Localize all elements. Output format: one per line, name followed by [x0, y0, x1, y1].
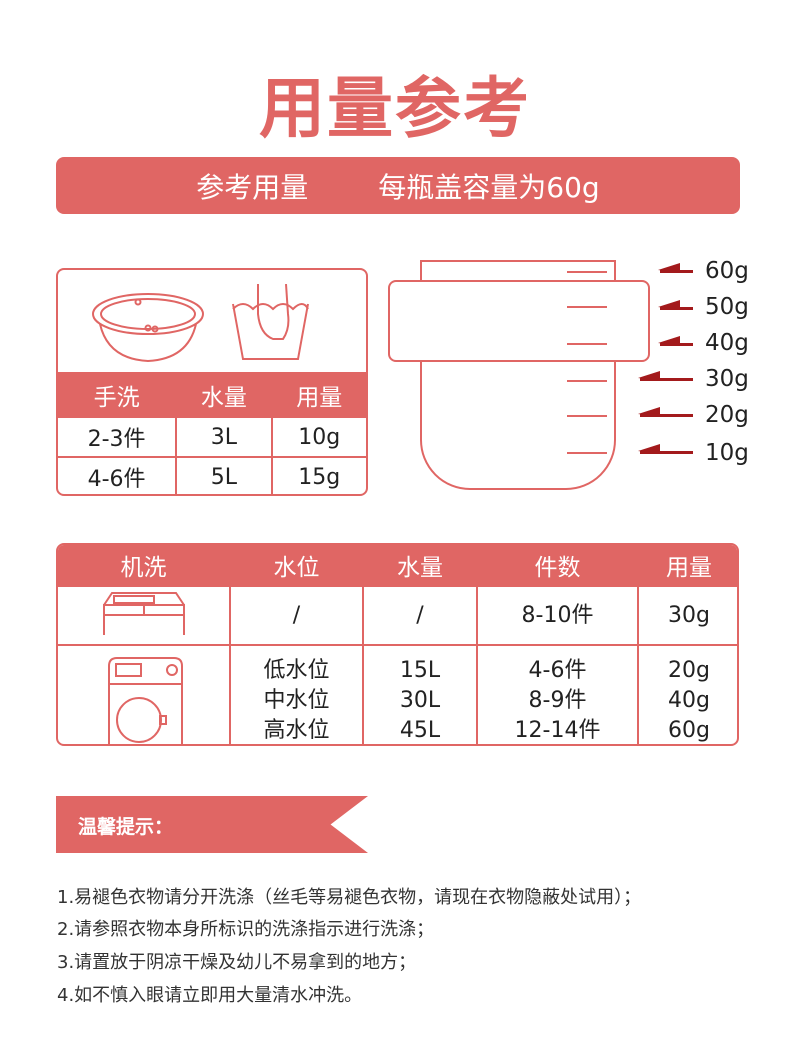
- cell: 低水位 中水位 高水位: [229, 644, 364, 744]
- cell: 4-6件 8-9件 12-14件: [476, 644, 639, 744]
- hand-wash-icon: [232, 284, 309, 360]
- mark-label: 30g: [705, 366, 749, 392]
- col-header: 件数: [476, 545, 639, 587]
- mark-label: 40g: [705, 330, 749, 356]
- cell: 15g: [270, 456, 366, 494]
- mark-label: 10g: [705, 440, 749, 466]
- cell: /: [229, 585, 364, 646]
- basin-icon: [92, 293, 204, 363]
- arrow-icon: [638, 371, 693, 381]
- cell: 3L: [175, 416, 273, 458]
- top-loader-cell: [58, 585, 231, 646]
- cup-lid-icon: [388, 280, 650, 362]
- hand-wash-table: 手洗 水量 用量 2-3件 3L 10g 4-6件 5L 15g: [56, 268, 368, 496]
- page-title: 用量参考: [259, 70, 531, 147]
- cell: 8-10件: [476, 585, 639, 646]
- cup-body-icon: [420, 260, 616, 490]
- cell: 10g: [270, 416, 366, 458]
- cell: 2-3件: [58, 416, 178, 458]
- tip-item: 4.如不慎入眼请立即用大量清水冲洗。: [57, 985, 363, 1006]
- mark-label: 50g: [705, 294, 749, 320]
- table-row: 2-3件 3L 10g: [58, 416, 366, 458]
- arrow-icon: [638, 407, 693, 417]
- arrow-icon: [658, 336, 693, 346]
- mark-label: 60g: [705, 258, 749, 284]
- col-header: 用量: [637, 545, 737, 587]
- banner-right: 每瓶盖容量为60g: [378, 170, 600, 204]
- cell: 5L: [175, 456, 273, 494]
- front-loader-cell: [58, 644, 231, 744]
- cell: 30g: [637, 585, 737, 646]
- tips-banner: 温馨提示：: [56, 796, 368, 853]
- col-header: 水位: [229, 545, 364, 587]
- front-load-washer-icon: [107, 657, 183, 744]
- cell: 15L 30L 45L: [362, 644, 478, 744]
- arrow-icon: [658, 263, 693, 273]
- col-header: 机洗: [58, 545, 231, 587]
- col-header: 水量: [175, 372, 273, 418]
- tip-item: 1.易褪色衣物请分开洗涤（丝毛等易褪色衣物，请现在衣物隐蔽处试用）；: [57, 887, 642, 908]
- arrow-icon: [658, 300, 693, 310]
- col-header: 水量: [362, 545, 478, 587]
- col-header: 手洗: [58, 372, 178, 418]
- banner-left: 参考用量: [196, 170, 309, 204]
- machine-wash-table: 机洗 水位 水量 件数 用量 / / 8-10件 30g 低水位 中水位 高水位 1…: [56, 543, 739, 746]
- tips-heading: 温馨提示：: [78, 816, 174, 838]
- table-header-row: 机洗 水位 水量 件数 用量: [58, 545, 737, 587]
- col-header: 用量: [270, 372, 366, 418]
- capacity-banner: 参考用量 每瓶盖容量为60g: [56, 157, 740, 214]
- tip-item: 2.请参照衣物本身所标识的洗涤指示进行洗涤；: [57, 919, 435, 940]
- table-row: 低水位 中水位 高水位 15L 30L 45L 4-6件 8-9件 12-14件 20g 40…: [58, 644, 737, 744]
- tip-item: 3.请置放于阴凉干燥及幼儿不易拿到的地方；: [57, 952, 417, 973]
- table-row: 4-6件 5L 15g: [58, 456, 366, 494]
- cell: /: [362, 585, 478, 646]
- cell: 4-6件: [58, 456, 178, 494]
- mark-label: 20g: [705, 402, 749, 428]
- arrow-icon: [638, 444, 693, 454]
- table-row: / / 8-10件 30g: [58, 585, 737, 646]
- table-header-row: 手洗 水量 用量: [58, 372, 366, 418]
- top-load-washer-icon: [102, 592, 185, 635]
- cell: 20g 40g 60g: [637, 644, 737, 744]
